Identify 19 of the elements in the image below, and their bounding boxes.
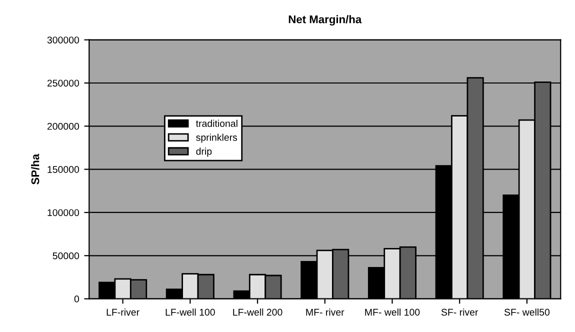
- x-tick-label: SF- well50: [504, 308, 550, 316]
- legend-label: traditional: [196, 120, 238, 127]
- x-tick-label: MF- well 100: [365, 308, 420, 316]
- y-tick-label: 150000: [48, 166, 80, 173]
- legend-label: sprinklers: [196, 134, 238, 143]
- y-tick-label: 100000: [48, 209, 80, 216]
- y-tick-label: 250000: [47, 80, 80, 87]
- x-tick-label: MF- river: [306, 308, 344, 316]
- y-tick-label: 200000: [47, 122, 80, 130]
- chart-title: Net Margin/ha: [288, 15, 362, 26]
- x-tick-label: LF-well 200: [233, 308, 282, 316]
- legend-label: drip: [196, 148, 212, 157]
- y-tick-label: 0: [74, 296, 80, 302]
- x-tick-label: SF- river: [441, 308, 478, 316]
- y-tick-label: 300000: [47, 36, 80, 44]
- y-tick-label: 50000: [52, 252, 80, 260]
- x-tick-label: LF-well 100: [166, 308, 215, 316]
- y-axis-title: SP/ha: [31, 154, 40, 184]
- x-tick-label: LF-river: [106, 308, 140, 316]
